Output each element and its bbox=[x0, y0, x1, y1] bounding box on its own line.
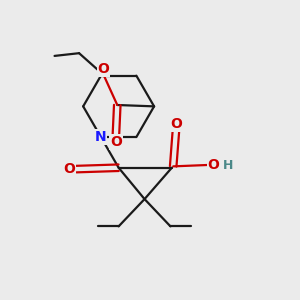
Text: O: O bbox=[170, 117, 182, 131]
Text: H: H bbox=[223, 158, 233, 172]
Text: O: O bbox=[98, 62, 109, 76]
Text: N: N bbox=[95, 130, 107, 144]
Text: O: O bbox=[64, 162, 76, 176]
Text: O: O bbox=[207, 158, 219, 172]
Text: O: O bbox=[110, 135, 122, 149]
